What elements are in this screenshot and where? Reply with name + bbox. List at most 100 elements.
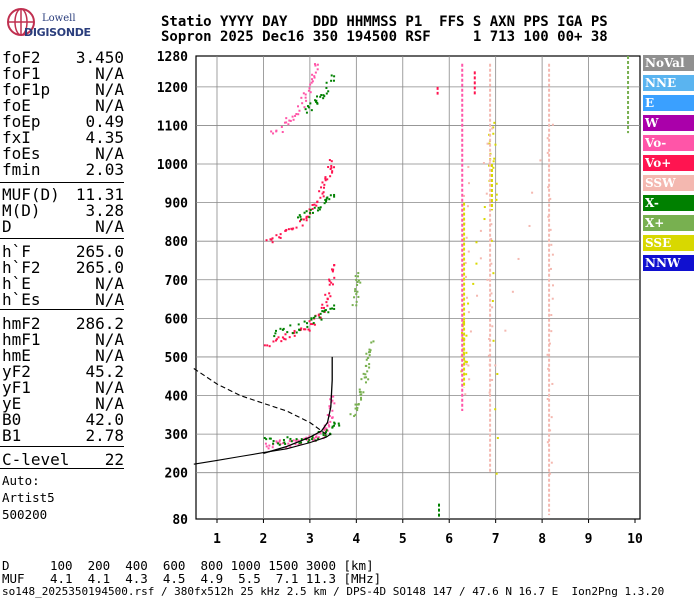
echo-point bbox=[263, 436, 266, 439]
echo-point bbox=[360, 398, 363, 401]
param-row: yF2 45.2 bbox=[2, 362, 124, 381]
echo-point bbox=[288, 439, 291, 442]
echo-point bbox=[314, 315, 317, 318]
echo-point bbox=[268, 444, 271, 447]
echo-point bbox=[289, 445, 292, 448]
echo-point bbox=[328, 405, 331, 408]
echo-point bbox=[277, 442, 280, 445]
echo-point bbox=[326, 178, 329, 181]
echo-point bbox=[363, 376, 366, 379]
echo-point bbox=[323, 183, 326, 186]
echo-point bbox=[491, 325, 494, 328]
legend-item: SSE bbox=[643, 235, 694, 251]
echo-point bbox=[333, 402, 336, 405]
echo-point bbox=[325, 81, 328, 84]
echo-point bbox=[307, 437, 310, 440]
echo-point bbox=[324, 179, 327, 182]
param-row: foEs N/A bbox=[2, 144, 124, 163]
param-value: 2.78 bbox=[85, 426, 124, 445]
param-value: 3.450 bbox=[75, 48, 124, 67]
param-name: MUF(D) bbox=[2, 185, 60, 204]
echo-point bbox=[303, 328, 306, 331]
x-tick-label: 8 bbox=[538, 532, 546, 547]
echo-point bbox=[300, 96, 303, 99]
echo-point bbox=[325, 198, 328, 201]
echo-point bbox=[275, 440, 278, 443]
echo-point bbox=[551, 382, 554, 385]
echo-point bbox=[281, 336, 284, 339]
echo-point bbox=[313, 203, 316, 206]
echo-point bbox=[284, 338, 287, 341]
echo-point bbox=[491, 306, 494, 309]
param-name: foE bbox=[2, 96, 31, 115]
echo-point bbox=[310, 81, 313, 84]
echo-point bbox=[355, 304, 358, 307]
param-name: yF1 bbox=[2, 378, 31, 397]
param-row: hmE N/A bbox=[2, 346, 124, 365]
echo-point bbox=[328, 280, 331, 283]
echo-point bbox=[550, 314, 553, 317]
param-value: N/A bbox=[95, 217, 124, 236]
d-values: 100 200 400 600 800 1000 1500 3000 [km] bbox=[50, 558, 374, 573]
echo-point bbox=[465, 334, 468, 337]
param-value: 3.28 bbox=[85, 201, 124, 220]
param-row: M(D) 3.28 bbox=[2, 201, 124, 220]
echo-point bbox=[494, 143, 497, 146]
echo-point bbox=[551, 297, 554, 300]
echo-point bbox=[317, 313, 320, 316]
echo-point bbox=[288, 119, 291, 122]
echo-point bbox=[285, 117, 288, 120]
echo-point bbox=[295, 331, 298, 334]
echo-point bbox=[483, 206, 486, 209]
echo-point bbox=[328, 292, 331, 295]
param-row: fmin 2.03 bbox=[2, 160, 124, 179]
echo-point bbox=[331, 399, 334, 402]
echo-point bbox=[315, 100, 318, 103]
echo-point bbox=[488, 391, 491, 394]
y-tick-label: 600 bbox=[165, 312, 189, 327]
echo-point bbox=[297, 105, 300, 108]
echo-point bbox=[300, 327, 303, 330]
param-name: B0 bbox=[2, 410, 22, 429]
echo-point bbox=[293, 331, 296, 334]
echo-point bbox=[303, 211, 306, 214]
echo-point bbox=[307, 106, 310, 109]
echo-point bbox=[368, 354, 371, 357]
echo-point bbox=[300, 443, 303, 446]
param-name: h`F bbox=[2, 242, 31, 261]
echo-point bbox=[357, 279, 360, 282]
echo-point bbox=[356, 283, 359, 286]
echo-point bbox=[275, 234, 278, 237]
logo-line1: Lowell bbox=[42, 13, 76, 24]
echo-point bbox=[320, 94, 323, 97]
param-row: yE N/A bbox=[2, 394, 124, 413]
echo-point bbox=[320, 186, 323, 189]
echo-point bbox=[549, 228, 552, 231]
param-value: 286.2 bbox=[75, 314, 124, 333]
echo-point bbox=[491, 378, 494, 381]
echo-point bbox=[464, 360, 467, 363]
echo-point bbox=[357, 275, 360, 278]
plot-frame bbox=[195, 55, 641, 520]
echo-point bbox=[488, 133, 491, 136]
echo-point bbox=[331, 409, 334, 412]
echo-point bbox=[494, 408, 497, 411]
echo-point bbox=[268, 345, 271, 348]
echo-point bbox=[308, 87, 311, 90]
echo-point bbox=[307, 89, 310, 92]
echo-point bbox=[265, 438, 268, 441]
echo-point bbox=[305, 99, 308, 102]
legend-item: W bbox=[643, 115, 694, 131]
echo-point bbox=[493, 157, 496, 160]
echo-point bbox=[298, 214, 301, 217]
echo-point bbox=[311, 203, 314, 206]
echo-point bbox=[492, 160, 495, 163]
echo-point bbox=[465, 363, 468, 366]
echo-point bbox=[475, 262, 478, 265]
echo-point bbox=[298, 442, 301, 445]
param-row: C-level 22 bbox=[2, 450, 124, 469]
echo-point bbox=[269, 238, 272, 241]
legend-item: SSW bbox=[643, 175, 694, 191]
echo-point bbox=[286, 331, 289, 334]
echo-point bbox=[354, 288, 357, 291]
